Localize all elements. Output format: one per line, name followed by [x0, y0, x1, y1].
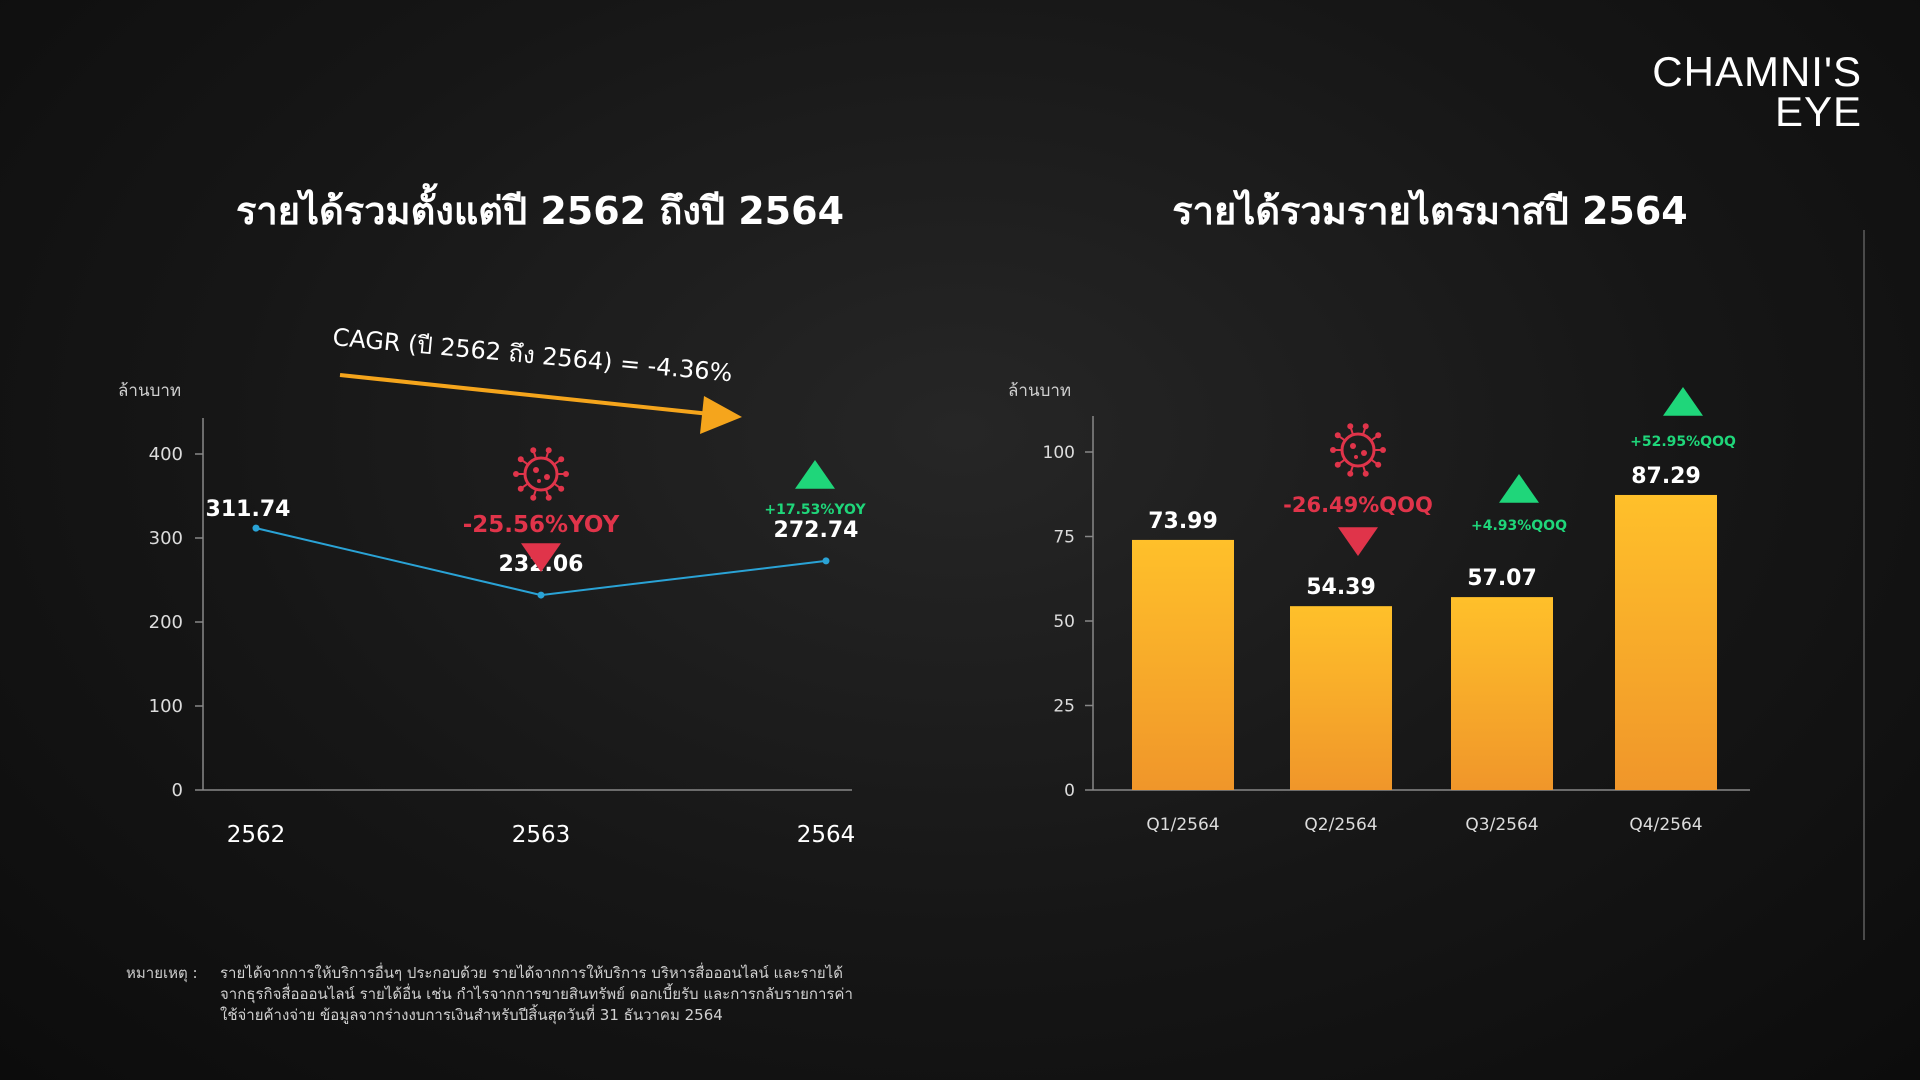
virus-icon: [513, 447, 569, 501]
y-tick-label: 300: [149, 528, 183, 549]
footnote-text: รายได้จากการให้บริการอื่นๆ ประกอบด้วย รา…: [220, 964, 853, 1024]
x-tick-label: Q2/2564: [1304, 815, 1377, 835]
up-triangle-icon: [1663, 387, 1703, 416]
cagr-arrow-shaft: [339, 373, 711, 416]
y-tick-label: 0: [1064, 781, 1075, 801]
bar: [1132, 539, 1234, 790]
up-triangle-icon: [1499, 474, 1539, 503]
footnote: หมายเหตุ : รายได้จากการให้บริการอื่นๆ ปร…: [126, 963, 866, 1026]
x-tick-label: Q4/2564: [1629, 815, 1702, 835]
quarterly-revenue-bar-chart: ล้านบาท 0 25 50 75 100 73.99 Q1/2564 54.39 Q2/256…: [1008, 381, 1750, 835]
bar-chart-title: รายได้รวมรายไตรมาสปี 2564: [1172, 189, 1688, 233]
bar: [1451, 597, 1553, 790]
x-tick-label: Q1/2564: [1146, 815, 1219, 835]
data-label: 272.74: [774, 518, 859, 543]
brand-logo: CHAMNI'S EYE: [1652, 48, 1862, 135]
x-tick-label: 2563: [512, 822, 571, 848]
data-point: [537, 591, 545, 599]
annual-revenue-line-chart: ล้านบาท0100200300400256225632564311.7423…: [118, 323, 866, 848]
data-point: [822, 557, 830, 565]
virus-icon: [1330, 423, 1386, 477]
y-tick-label: 75: [1053, 528, 1075, 548]
y-tick-label: 50: [1053, 612, 1075, 632]
x-tick-label: 2562: [227, 822, 286, 848]
panel-divider: [1863, 230, 1865, 940]
y-tick-label: 400: [149, 444, 183, 465]
bar: [1615, 494, 1717, 790]
yoy-change-label: +17.53%YOY: [764, 502, 866, 518]
qoq-change-label: +4.93%QOQ: [1471, 518, 1567, 534]
x-tick-label: 2564: [797, 822, 856, 848]
qoq-change-label: +52.95%QOQ: [1630, 434, 1736, 450]
footnote-label: หมายเหตุ :: [126, 964, 198, 982]
up-triangle-icon: [795, 460, 835, 489]
data-label: 57.07: [1467, 566, 1537, 591]
y-axis-label: ล้านบาท: [1008, 381, 1071, 401]
down-triangle-icon: [521, 543, 561, 572]
brand-logo-line2: EYE: [1774, 88, 1862, 135]
line-chart-title: รายได้รวมตั้งแต่ปี 2562 ถึงปี 2564: [235, 189, 845, 233]
y-tick-label: 100: [149, 696, 183, 717]
x-tick-label: Q3/2564: [1465, 815, 1538, 835]
y-tick-label: 25: [1053, 697, 1075, 717]
cagr-annotation: CAGR (ปี 2562 ถึง 2564) = -4.36%: [331, 323, 733, 387]
bar: [1290, 606, 1392, 790]
data-label: 87.29: [1631, 464, 1701, 489]
data-label: 73.99: [1148, 509, 1218, 534]
data-label: 54.39: [1306, 575, 1376, 600]
down-triangle-icon: [1338, 527, 1378, 556]
data-point: [252, 524, 260, 532]
y-tick-label: 100: [1043, 443, 1075, 463]
yoy-change-label: -25.56%YOY: [463, 512, 620, 538]
data-label: 311.74: [206, 497, 291, 522]
qoq-change-label: -26.49%QOQ: [1283, 493, 1433, 517]
y-axis-label: ล้านบาท: [118, 381, 181, 401]
cagr-arrow-head: [700, 396, 742, 434]
y-tick-label: 0: [172, 780, 183, 801]
brand-logo-line1: CHAMNI'S: [1652, 48, 1862, 95]
y-tick-label: 200: [149, 612, 183, 633]
